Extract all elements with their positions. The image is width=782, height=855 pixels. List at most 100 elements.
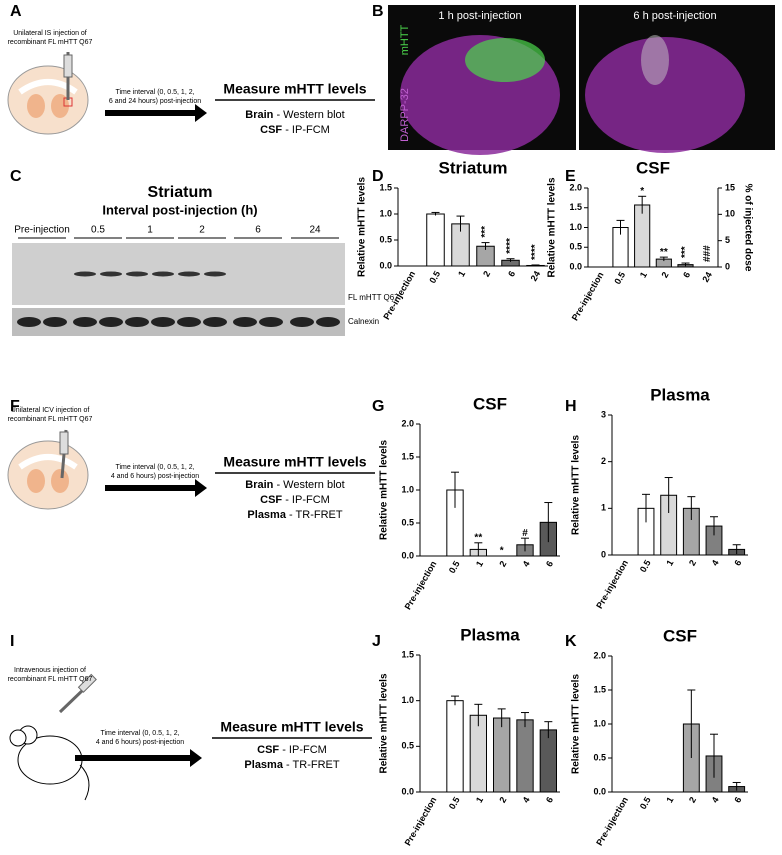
significance: ** xyxy=(474,532,482,543)
y-tick-label: 1.0 xyxy=(401,695,414,705)
band xyxy=(126,271,148,277)
mouse-schematic xyxy=(9,673,97,801)
method: Plasma - TR-FRET xyxy=(247,509,342,521)
x-tick-label: 4 xyxy=(521,795,532,804)
bar xyxy=(516,719,534,793)
arrow xyxy=(75,749,202,767)
stain-label: DARPP-32 xyxy=(399,88,411,142)
significance: *** xyxy=(680,246,691,258)
significance: **** xyxy=(505,238,516,254)
interval-text: 6 and 24 hours) post-injection xyxy=(109,98,201,105)
method-name: Brain xyxy=(245,109,273,121)
method-name: CSF xyxy=(260,494,282,506)
y-tick-label: 0.0 xyxy=(379,260,392,270)
y-tick-label: 0.5 xyxy=(401,741,414,751)
y-tick-label: 1.5 xyxy=(593,684,606,694)
y-tick-label: 1.5 xyxy=(569,202,582,212)
injection-text: Unilateral IS injection of xyxy=(13,30,87,37)
panel-label: I xyxy=(10,633,14,650)
bar xyxy=(539,729,558,793)
panel-label: H xyxy=(565,398,577,415)
method-desc: - TR-FRET xyxy=(286,509,343,521)
brain-schematic xyxy=(7,429,89,510)
significance: * xyxy=(500,546,504,557)
band-label: Calnexin xyxy=(348,317,379,326)
band xyxy=(178,271,200,277)
significance: * xyxy=(640,186,644,197)
band xyxy=(316,317,340,327)
method-desc: - IP-FCM xyxy=(282,494,330,506)
band xyxy=(177,317,201,327)
interval-text: 4 and 6 hours) post-injection xyxy=(111,473,199,480)
x-tick-label: 2 xyxy=(497,795,508,804)
panel-label: G xyxy=(372,398,384,415)
significance: *** xyxy=(480,226,491,238)
x-tick-label: 1 xyxy=(664,558,675,567)
band xyxy=(99,317,123,327)
stain xyxy=(465,38,545,82)
x-tick-label: 4 xyxy=(521,559,532,568)
significance: ** xyxy=(660,247,668,258)
method-name: CSF xyxy=(257,744,279,756)
y-tick-label: 3 xyxy=(601,409,606,419)
injection-text: recombinant FL mHTT Q67 xyxy=(8,416,93,423)
x-tick-label: Pre-injection xyxy=(403,559,439,611)
x-tick-label: 0.5 xyxy=(612,270,627,286)
y-tick-label: 2.0 xyxy=(593,650,606,660)
method-name: Brain xyxy=(245,479,273,491)
x-tick-label: Pre-injection xyxy=(570,270,606,322)
x-tick-label: 24 xyxy=(700,270,714,284)
y-tick-label: 1.5 xyxy=(401,451,414,461)
brain-schematic xyxy=(7,52,89,135)
image-label: 6 h post-injection xyxy=(633,10,716,22)
lane-label: 24 xyxy=(309,225,321,236)
injection-text: recombinant FL mHTT Q67 xyxy=(8,676,93,683)
x-tick-label: 2 xyxy=(659,270,670,279)
method: Brain - Western blot xyxy=(245,479,344,491)
interval-text: 4 and 6 hours) post-injection xyxy=(96,739,184,746)
bar xyxy=(493,717,511,793)
y-axis-label: Relative mHTT levels xyxy=(547,177,558,277)
x-tick-label: 0.5 xyxy=(447,559,462,575)
y2-tick-label: 15 xyxy=(725,182,735,192)
x-tick-label: 6 xyxy=(544,559,555,568)
significance: # xyxy=(522,528,528,539)
x-tick-label: Pre-injection xyxy=(594,795,630,847)
band xyxy=(151,317,175,327)
method: Plasma - TR-FRET xyxy=(244,759,339,771)
x-tick-label: 1 xyxy=(456,269,467,278)
panel-label: F xyxy=(10,398,20,415)
band xyxy=(259,317,283,327)
y-axis-label: Relative mHTT levels xyxy=(571,674,582,774)
y2-axis-label: % of injected dose xyxy=(742,184,753,272)
y-tick-label: 0.5 xyxy=(569,242,582,252)
y2-tick-label: 10 xyxy=(725,209,735,219)
stain xyxy=(585,37,745,153)
y2-tick-label: 5 xyxy=(725,235,730,245)
y-tick-label: 0.5 xyxy=(401,517,414,527)
method: CSF - IP-FCM xyxy=(260,494,330,506)
panel-label: B xyxy=(372,3,384,20)
method: Brain - Western blot xyxy=(245,109,344,121)
bar xyxy=(426,213,445,267)
x-tick-label: 4 xyxy=(710,558,721,567)
lane-label: Pre-injection xyxy=(14,225,70,236)
y-axis-label: Relative mHTT levels xyxy=(379,440,390,540)
method-desc: - Western blot xyxy=(273,479,344,491)
band xyxy=(204,271,226,277)
x-tick-label: 2 xyxy=(497,559,508,568)
y-tick-label: 1.0 xyxy=(401,484,414,494)
method-desc: - TR-FRET xyxy=(283,759,340,771)
y-tick-label: 0.0 xyxy=(401,550,414,560)
chart-title: CSF xyxy=(636,158,670,177)
interval-text: Time interval (0, 0.5, 1, 2, xyxy=(115,89,194,96)
y-tick-label: 0 xyxy=(601,549,606,559)
x-tick-label: 1 xyxy=(474,795,485,804)
injection-text: Intravenous injection of xyxy=(14,667,86,674)
method-name: CSF xyxy=(260,124,282,136)
x-tick-label: 2 xyxy=(481,269,492,278)
y-tick-label: 0.0 xyxy=(401,786,414,796)
y-tick-label: 2 xyxy=(601,456,606,466)
measure-title: Measure mHTT levels xyxy=(223,454,366,470)
